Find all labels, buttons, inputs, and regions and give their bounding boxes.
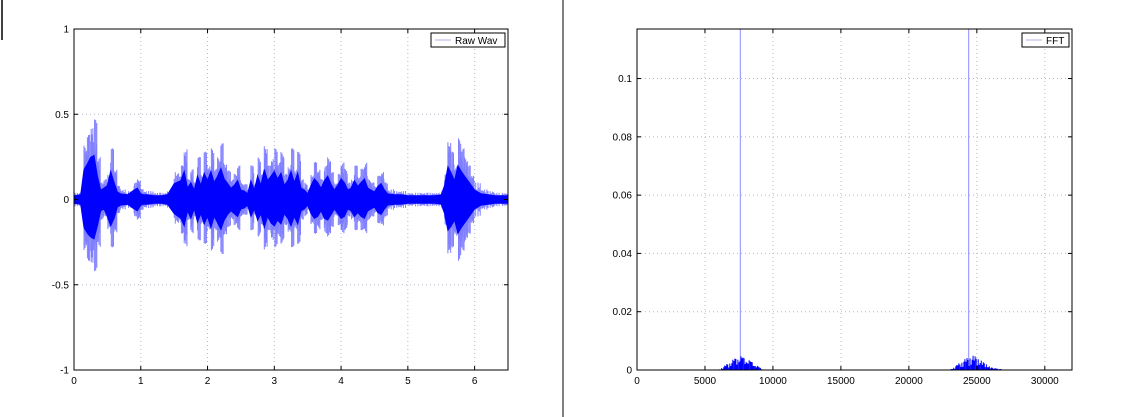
y-tick-label: 0.06 (613, 191, 633, 202)
x-tick-label: 15000 (827, 376, 855, 387)
y-tick-label: 1 (63, 25, 69, 36)
x-tick-label: 5000 (694, 376, 717, 387)
y-tick-label: 0.04 (613, 249, 633, 260)
x-tick-label: 2 (205, 376, 211, 387)
y-tick-label: 0.08 (613, 132, 633, 143)
legend-label: FFT (1046, 36, 1064, 47)
x-tick-label: 1 (138, 376, 144, 387)
raw-wav-plot: 0 1 2 3 4 5 6 -1 -0.5 0 0.5 1 Raw Wav (52, 25, 509, 387)
legend-box (430, 32, 506, 48)
x-tick-label: 3 (272, 376, 278, 387)
x-tick-label: 25000 (963, 376, 991, 387)
x-tick-label: 0 (71, 376, 77, 387)
legend-label: Raw Wav (455, 36, 497, 47)
y-tick-label: 0.1 (618, 74, 632, 85)
y-tick-label: -0.5 (52, 280, 70, 291)
fft-plot: 0 5000 10000 15000 20000 25000 30000 0 0.02 0.04 0… (613, 28, 1073, 387)
x-tick-label: 10000 (759, 376, 787, 387)
x-tick-label: 5 (405, 376, 411, 387)
y-tick-label: 0.02 (613, 307, 633, 318)
y-tick-label: -1 (60, 366, 69, 377)
axes-box (636, 28, 1073, 371)
x-tick-label: 20000 (895, 376, 923, 387)
x-tick-label: 4 (338, 376, 344, 387)
legend-box (1021, 32, 1070, 48)
y-tick-label: 0 (63, 195, 69, 206)
y-tick-label: 0 (626, 366, 632, 377)
x-tick-label: 6 (472, 376, 478, 387)
y-tick-label: 0.5 (55, 110, 69, 121)
x-tick-label: 30000 (1031, 376, 1059, 387)
x-tick-label: 0 (634, 376, 640, 387)
